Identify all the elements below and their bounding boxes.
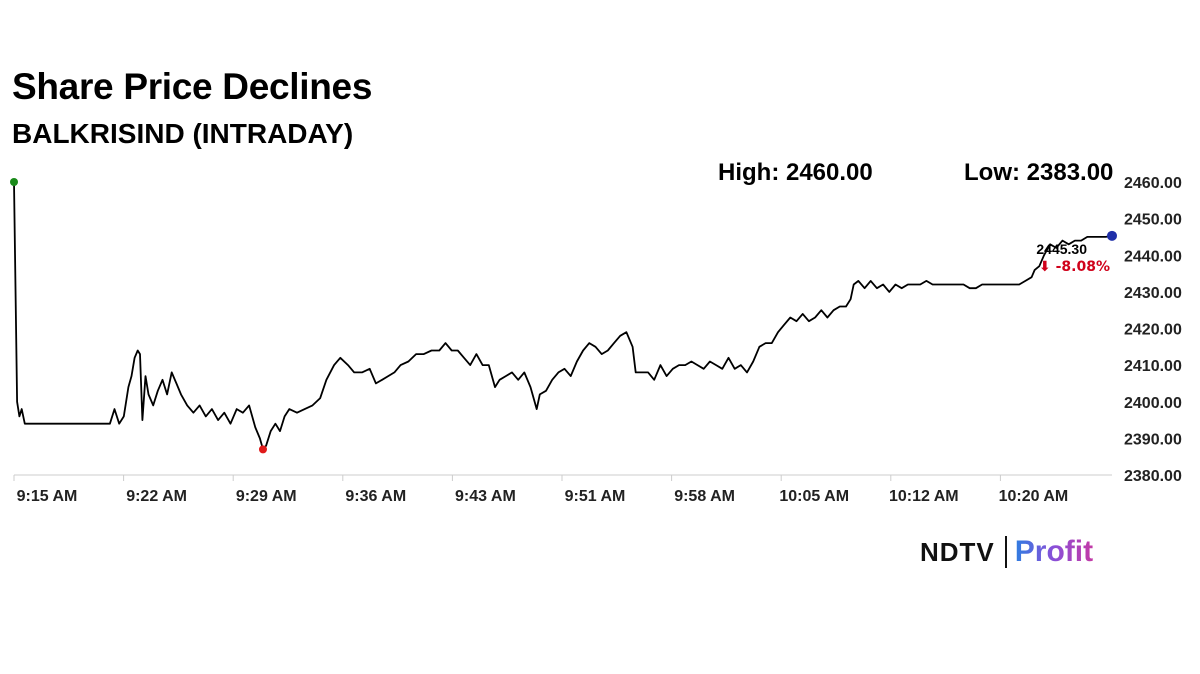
high-point-marker bbox=[10, 178, 18, 186]
x-tick-label: 9:51 AM bbox=[565, 488, 626, 505]
ndtv-profit-logo: NDTV Profit bbox=[920, 535, 1094, 568]
logo-brand: NDTV bbox=[920, 536, 995, 567]
day-high-label: High: 2460.00 bbox=[718, 159, 873, 186]
change-percent-label: ⬇ -8.08% bbox=[1039, 259, 1110, 275]
x-tick-label: 9:43 AM bbox=[455, 488, 516, 505]
x-tick-label: 10:12 AM bbox=[889, 488, 959, 505]
y-tick-label: 2420.00 bbox=[1124, 322, 1182, 339]
x-tick-label: 9:22 AM bbox=[126, 488, 187, 505]
chart-subtitle: BALKRISIND (INTRADAY) bbox=[12, 118, 354, 149]
y-tick-label: 2450.00 bbox=[1124, 212, 1182, 229]
last-price-label: 2445.30 bbox=[1036, 241, 1087, 257]
price-series-line bbox=[13, 181, 1113, 451]
chart-title: Share Price Declines bbox=[12, 66, 373, 107]
logo-divider bbox=[1004, 536, 1007, 568]
low-point-marker bbox=[258, 445, 267, 454]
y-tick-label: 2430.00 bbox=[1124, 285, 1182, 302]
last-point-marker bbox=[1107, 230, 1117, 241]
y-tick-label: 2390.00 bbox=[1124, 431, 1182, 448]
x-tick-label: 9:29 AM bbox=[236, 488, 297, 505]
y-tick-label: 2440.00 bbox=[1124, 248, 1182, 265]
x-tick-label: 9:36 AM bbox=[345, 488, 406, 505]
day-low-label: Low: 2383.00 bbox=[964, 159, 1114, 186]
logo-product: Profit bbox=[1014, 535, 1094, 568]
x-tick-label: 9:15 AM bbox=[17, 488, 78, 505]
x-tick-label: 10:20 AM bbox=[999, 488, 1069, 505]
y-tick-label: 2400.00 bbox=[1124, 395, 1182, 412]
y-tick-label: 2380.00 bbox=[1124, 468, 1182, 485]
x-tick-label: 10:05 AM bbox=[779, 488, 849, 505]
y-tick-label: 2410.00 bbox=[1124, 358, 1182, 375]
y-tick-label: 2460.00 bbox=[1124, 175, 1182, 192]
x-tick-label: 9:58 AM bbox=[674, 488, 735, 505]
